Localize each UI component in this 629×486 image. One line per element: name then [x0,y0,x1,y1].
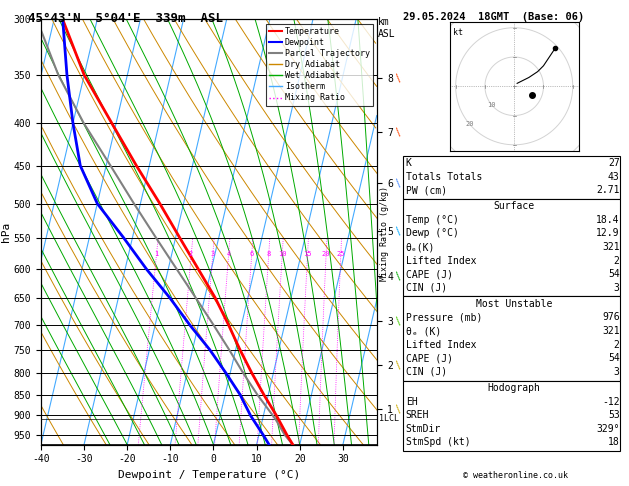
Text: 54: 54 [608,269,620,279]
Text: 43: 43 [608,172,620,182]
Text: 20: 20 [465,121,474,127]
Text: CIN (J): CIN (J) [406,367,447,377]
Text: 2: 2 [189,251,193,257]
Text: θₑ (K): θₑ (K) [406,326,441,336]
Text: 2: 2 [614,340,620,350]
Text: CAPE (J): CAPE (J) [406,269,453,279]
Text: Surface: Surface [494,201,535,211]
Text: 53: 53 [608,410,620,420]
Text: km: km [378,17,390,27]
Text: -12: -12 [602,397,620,407]
Text: PW (cm): PW (cm) [406,185,447,195]
Text: Hodograph: Hodograph [487,383,541,393]
Text: /: / [393,404,404,415]
Text: CAPE (J): CAPE (J) [406,353,453,364]
Text: StmSpd (kt): StmSpd (kt) [406,437,470,448]
Text: 6: 6 [250,251,253,257]
Text: 8: 8 [267,251,270,257]
Text: /: / [393,315,404,327]
Text: 1: 1 [154,251,159,257]
Text: 3: 3 [614,367,620,377]
Text: 3: 3 [614,283,620,293]
Text: Lifted Index: Lifted Index [406,256,476,266]
Y-axis label: hPa: hPa [1,222,11,242]
Text: Totals Totals: Totals Totals [406,172,482,182]
Text: 27: 27 [608,158,620,168]
Text: ASL: ASL [378,29,396,39]
Text: 321: 321 [602,242,620,252]
Text: 18.4: 18.4 [596,215,620,225]
Text: 329°: 329° [596,424,620,434]
Text: Dewp (°C): Dewp (°C) [406,228,459,239]
Text: K: K [406,158,411,168]
Text: SREH: SREH [406,410,429,420]
Text: 4: 4 [226,251,231,257]
Text: /: / [393,271,404,282]
Text: 3: 3 [211,251,214,257]
Text: 20: 20 [322,251,330,257]
Text: 15: 15 [303,251,311,257]
Legend: Temperature, Dewpoint, Parcel Trajectory, Dry Adiabat, Wet Adiabat, Isotherm, Mi: Temperature, Dewpoint, Parcel Trajectory… [265,24,373,106]
Text: Mixing Ratio (g/kg): Mixing Ratio (g/kg) [381,186,389,281]
Text: CIN (J): CIN (J) [406,283,447,293]
Text: /: / [393,72,404,84]
Text: 2.71: 2.71 [596,185,620,195]
Text: kt: kt [453,28,463,37]
Text: Pressure (mb): Pressure (mb) [406,312,482,323]
X-axis label: Dewpoint / Temperature (°C): Dewpoint / Temperature (°C) [118,470,300,480]
Text: Temp (°C): Temp (°C) [406,215,459,225]
Text: 2: 2 [614,256,620,266]
Text: 25: 25 [337,251,345,257]
Text: EH: EH [406,397,418,407]
Text: 10: 10 [278,251,286,257]
Text: StmDir: StmDir [406,424,441,434]
Text: 18: 18 [608,437,620,448]
Text: θₑ(K): θₑ(K) [406,242,435,252]
Text: 976: 976 [602,312,620,323]
Text: /: / [393,177,404,189]
Text: /: / [393,126,404,138]
Text: 12.9: 12.9 [596,228,620,239]
Text: Most Unstable: Most Unstable [476,299,552,309]
Text: 10: 10 [487,102,496,108]
Text: 1LCL: 1LCL [379,414,399,423]
Text: /: / [393,226,404,237]
Text: Lifted Index: Lifted Index [406,340,476,350]
Text: 321: 321 [602,326,620,336]
Text: 54: 54 [608,353,620,364]
Text: 29.05.2024  18GMT  (Base: 06): 29.05.2024 18GMT (Base: 06) [403,12,584,22]
Text: /: / [393,360,404,371]
Text: 45°43'N  5°04'E  339m  ASL: 45°43'N 5°04'E 339m ASL [28,12,223,25]
Text: © weatheronline.co.uk: © weatheronline.co.uk [464,471,568,480]
